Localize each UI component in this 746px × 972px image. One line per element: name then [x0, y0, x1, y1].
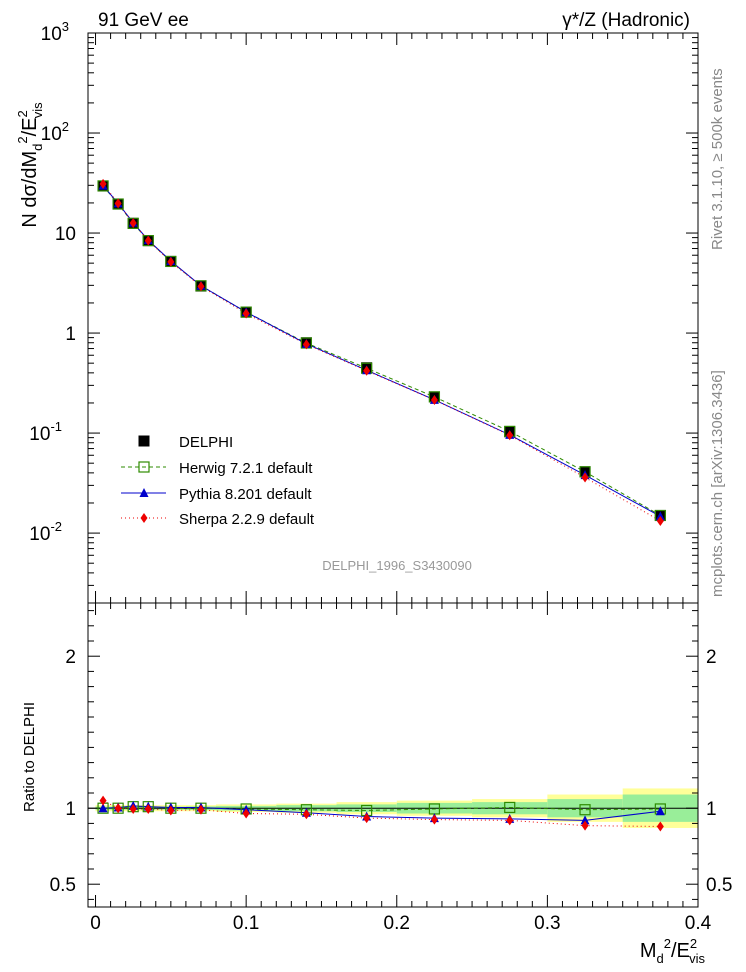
data-point [141, 513, 148, 523]
y-tick-label-right: 1 [706, 799, 717, 820]
x-axis-label: Md2/E2 vis [640, 936, 706, 966]
ratio-uncertainty-bands [88, 788, 698, 828]
legend-label: DELPHI [179, 434, 233, 451]
legend: DELPHI Herwig 7.2.1 default Pythia 8.201 d… [121, 434, 315, 528]
data-point [363, 813, 370, 823]
y-tick-label: 1 [65, 324, 76, 345]
y-tick-label: 10-2 [29, 519, 62, 545]
y-tick-label-right: 0.5 [706, 875, 732, 896]
main-y-tick-labels: 10-2 10-1 1 10 102 103 [29, 19, 76, 545]
ratio-panel: 0.5 0.5 1 1 2 2 0 0.1 0.2 0.3 0.4 Ratio to DELPHI… [21, 603, 732, 966]
ratio-axis-ticks [88, 603, 698, 907]
main-y-axis-label: N dσ/dMd2/E2vis [15, 102, 45, 228]
legend-label: Sherpa 2.2.9 default [179, 511, 315, 528]
rivet-label: Rivet 3.1.10, ≥ 500k events [709, 68, 726, 250]
ratio-y-axis-label: Ratio to DELPHI [21, 702, 38, 812]
x-tick-label: 0 [90, 913, 101, 934]
y-tick-label: 102 [41, 119, 69, 145]
plot-canvas: 91 GeV ee γ*/Z (Hadronic) Rivet 3.1.10, … [0, 0, 746, 972]
header-right: γ*/Z (Hadronic) [562, 10, 690, 31]
y-tick-label: 0.5 [50, 875, 76, 896]
y-tick-label: 103 [41, 19, 69, 45]
x-tick-label: 0.1 [233, 913, 259, 934]
mcplots-label: mcplots.cern.ch [arXiv:1306.3436] [709, 370, 726, 597]
x-tick-label: 0.2 [384, 913, 410, 934]
analysis-watermark: DELPHI_1996_S3430090 [322, 558, 472, 573]
x-tick-labels: 0 0.1 0.2 0.3 0.4 [90, 913, 711, 934]
data-point [115, 803, 122, 813]
data-point [431, 815, 438, 825]
y-tick-label: 10-1 [29, 419, 62, 445]
y-tick-label: 10 [55, 224, 76, 245]
y-tick-label-right: 2 [706, 647, 717, 668]
y-tick-label: 1 [65, 799, 76, 820]
legend-label: Herwig 7.2.1 default [179, 460, 313, 477]
x-tick-label: 0.4 [685, 913, 712, 934]
legend-label: Pythia 8.201 default [179, 486, 312, 503]
x-tick-label: 0.3 [534, 913, 560, 934]
ratio-frame [88, 603, 698, 907]
header-left: 91 GeV ee [98, 10, 189, 31]
ratio-y-tick-labels: 0.5 0.5 1 1 2 2 [50, 647, 733, 896]
data-point [139, 436, 150, 447]
main-panel: 10-2 10-1 1 10 102 103 N dσ/dMd2/E2vis DELPHI… [15, 19, 698, 603]
y-tick-label: 2 [65, 647, 76, 668]
data-point [100, 796, 107, 806]
